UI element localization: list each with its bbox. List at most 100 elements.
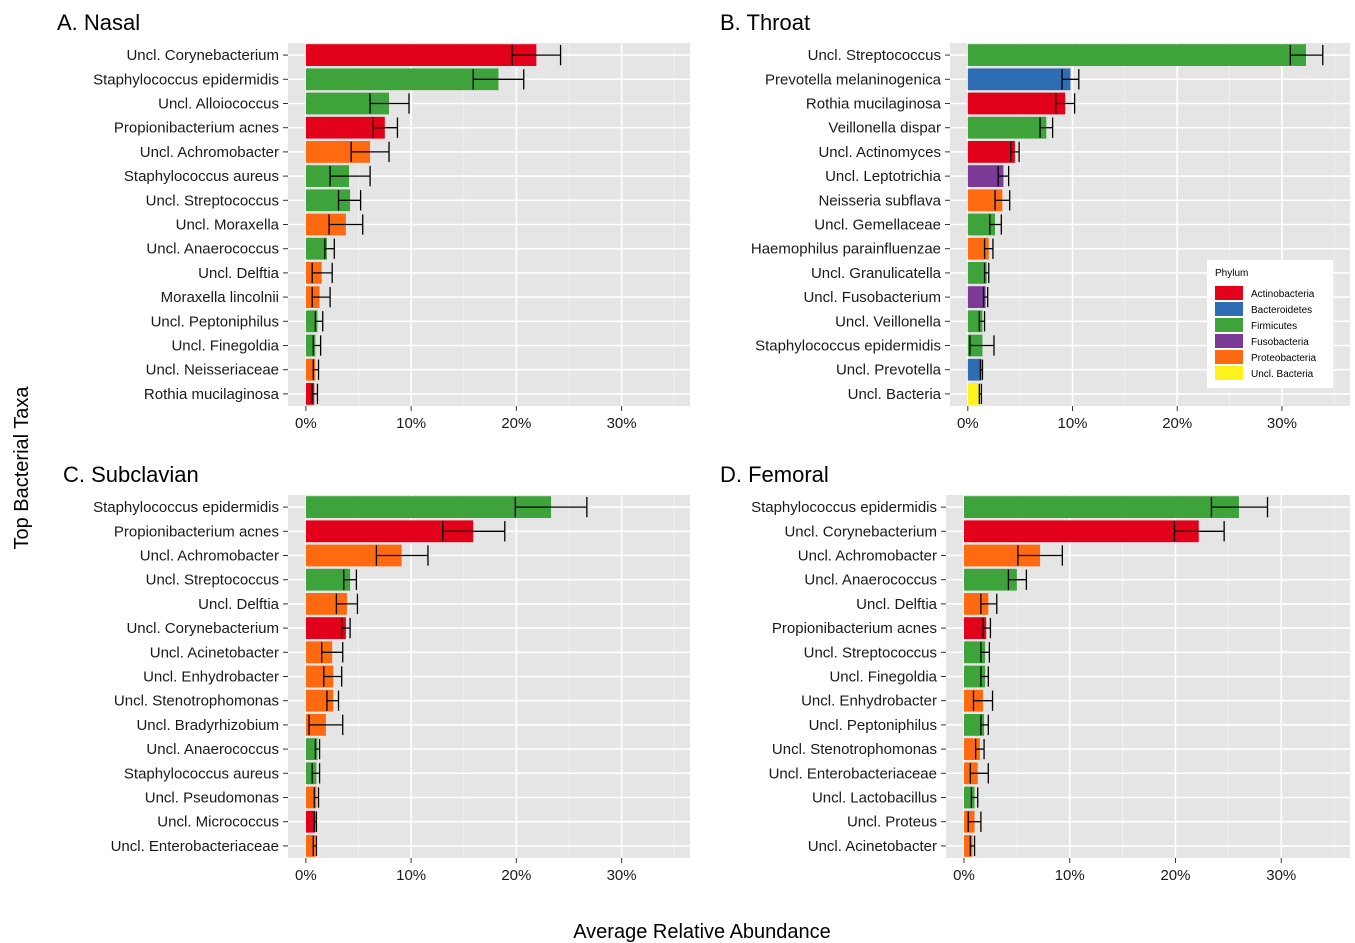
category-label: Propionibacterium acnes	[772, 620, 937, 637]
bar	[305, 786, 317, 809]
error-bar	[314, 311, 324, 332]
bar	[305, 116, 385, 139]
error-bar	[1173, 521, 1225, 542]
x-tick-label: 0%	[957, 415, 979, 432]
error-bar	[1007, 569, 1028, 590]
error-bar	[1289, 44, 1324, 66]
error-bar	[997, 165, 1010, 187]
x-tick-label: 20%	[501, 867, 531, 884]
category-label: Uncl. Granulicatella	[811, 265, 942, 282]
category-label: Uncl. Achromobacter	[140, 548, 279, 565]
legend-title: Phylum	[1215, 268, 1248, 279]
bar	[967, 358, 982, 381]
category-label: Uncl. Stenotrophomonas	[114, 693, 279, 710]
category-label: Propionibacterium acnes	[114, 120, 279, 137]
category-label: Uncl. Corynebacterium	[126, 620, 279, 637]
panel-4: Staphylococcus epidermidis Uncl. Coryneba…	[720, 462, 1350, 884]
x-tick-label: 30%	[1267, 415, 1297, 432]
x-tick-label: 0%	[295, 415, 317, 432]
bar	[305, 68, 499, 91]
bar	[967, 262, 987, 284]
bar	[305, 310, 318, 333]
bar	[305, 165, 350, 187]
error-bar	[314, 738, 321, 760]
bar	[967, 213, 996, 236]
error-bar	[969, 835, 976, 857]
category-label: Moraxella lincolnii	[161, 289, 279, 306]
legend-swatch	[1215, 350, 1243, 364]
category-label: Staphylococcus epidermidis	[93, 499, 279, 516]
error-bar	[979, 359, 984, 380]
category-label: Uncl. Stenotrophomonas	[772, 741, 937, 758]
error-bar	[372, 117, 399, 138]
bar	[963, 544, 1041, 567]
error-bar	[321, 642, 344, 663]
bar	[967, 165, 1004, 187]
error-bar	[311, 286, 331, 308]
category-label: Uncl. Pseudomonas	[145, 790, 279, 807]
legend-swatch	[1215, 366, 1243, 380]
error-bar	[978, 383, 983, 405]
panel-title: B. Throat	[720, 10, 810, 35]
bar	[967, 68, 1071, 91]
x-tick-label: 30%	[607, 867, 637, 884]
bar	[305, 141, 371, 163]
bar	[967, 383, 981, 405]
category-label: Uncl. Prevotella	[836, 362, 942, 379]
category-label: Staphylococcus epidermidis	[751, 499, 937, 516]
category-label: Uncl. Streptococcus	[146, 192, 279, 209]
category-label: Uncl. Corynebacterium	[784, 523, 937, 540]
x-tick-label: 10%	[396, 867, 426, 884]
bar	[967, 44, 1307, 66]
error-bar	[994, 190, 1011, 211]
category-label: Staphylococcus aureus	[124, 765, 279, 782]
category-label: Uncl. Delftia	[856, 596, 938, 613]
bar	[305, 92, 390, 115]
bar	[305, 738, 318, 760]
category-label: Uncl. Moraxella	[176, 217, 280, 234]
category-label: Uncl. Enhydrobacter	[143, 669, 279, 686]
legend-label: Actinobacteria	[1251, 289, 1315, 300]
category-label: Uncl. Achromobacter	[798, 548, 937, 565]
category-label: Uncl. Acinetobacter	[808, 838, 937, 855]
bar	[305, 358, 316, 381]
error-bar	[967, 811, 982, 832]
error-bar	[982, 286, 989, 308]
x-tick-label: 10%	[1055, 867, 1085, 884]
error-bar	[341, 617, 351, 639]
error-bar	[514, 496, 588, 518]
legend-swatch	[1215, 334, 1243, 348]
category-label: Haemophilus parainfluenzae	[751, 241, 941, 258]
error-bar	[326, 690, 340, 711]
x-tick-label: 10%	[1057, 415, 1087, 432]
x-tick-label: 20%	[501, 415, 531, 432]
error-bar	[970, 787, 979, 808]
category-label: Uncl. Actinomyces	[818, 144, 941, 161]
error-bar	[1061, 69, 1080, 90]
bar	[963, 496, 1239, 518]
error-bar	[983, 262, 990, 284]
x-axis-title: Average Relative Abundance	[573, 921, 831, 943]
error-bar	[328, 214, 364, 235]
category-label: Uncl. Bacteria	[848, 386, 942, 403]
error-bar	[974, 738, 985, 760]
category-label: Uncl. Enhydrobacter	[801, 693, 937, 710]
category-label: Uncl. Streptococcus	[808, 47, 941, 64]
panel-title: D. Femoral	[720, 462, 829, 487]
error-bar	[983, 238, 994, 259]
error-bar	[369, 93, 410, 114]
category-label: Uncl. Streptococcus	[146, 572, 279, 589]
error-bar	[311, 763, 321, 784]
bar	[305, 520, 474, 543]
bar	[967, 237, 989, 260]
error-bar	[350, 141, 390, 163]
legend-swatch	[1215, 302, 1243, 316]
bar	[967, 189, 1003, 212]
x-tick-label: 0%	[295, 867, 317, 884]
error-bar	[312, 335, 322, 356]
legend-label: Uncl. Bacteria	[1251, 369, 1314, 380]
category-label: Uncl. Bradyrhizobium	[136, 717, 279, 734]
error-bar	[1010, 141, 1020, 163]
error-bar	[472, 69, 525, 90]
